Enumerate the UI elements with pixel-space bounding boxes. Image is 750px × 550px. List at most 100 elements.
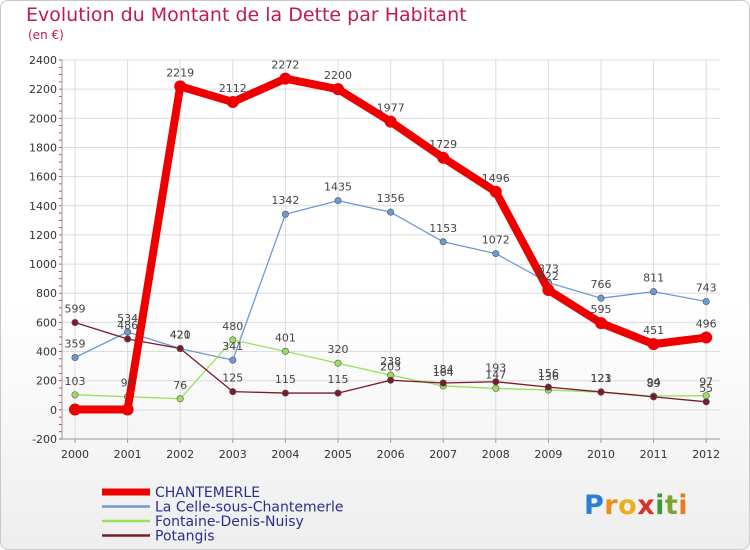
data-point [387, 376, 395, 384]
y-tick-label: 400 [36, 346, 57, 359]
data-point [334, 389, 342, 397]
data-point [281, 210, 289, 218]
data-point [542, 284, 555, 297]
data-point [226, 95, 239, 108]
data-point [700, 331, 713, 344]
data-label: 164 [433, 366, 454, 379]
x-tick-label: 2008 [482, 448, 510, 461]
x-tick-label: 2005 [324, 448, 352, 461]
data-point [176, 344, 184, 352]
y-tick-label: 800 [36, 287, 57, 300]
data-label: 123 [591, 372, 612, 385]
data-point [124, 335, 132, 343]
data-point [281, 389, 289, 397]
data-point [281, 347, 289, 355]
data-point [439, 238, 447, 246]
x-tick-label: 2007 [429, 448, 457, 461]
data-label: 320 [328, 343, 349, 356]
legend-label: Potangis [155, 529, 215, 545]
logo-letter: i [655, 490, 665, 521]
data-point [69, 403, 81, 416]
data-point [121, 403, 134, 416]
data-label: 766 [591, 278, 612, 291]
y-tick-label: 1000 [29, 258, 57, 271]
data-label: 89 [647, 377, 661, 390]
data-label: 115 [275, 373, 296, 386]
proxiti-logo: Proxiti [584, 490, 688, 521]
data-point [384, 115, 397, 128]
logo-letter: x [637, 490, 656, 521]
data-label: 2272 [271, 59, 299, 72]
data-label: 401 [275, 331, 296, 344]
data-label: 115 [328, 373, 349, 386]
data-label: 2219 [166, 66, 194, 79]
data-label: 534 [117, 312, 138, 325]
data-label: 811 [643, 272, 664, 285]
data-label: 156 [538, 367, 559, 380]
data-point [650, 288, 658, 296]
data-label: 193 [485, 362, 506, 375]
axes [59, 59, 720, 443]
data-point [279, 72, 292, 85]
x-tick-label: 2011 [640, 448, 668, 461]
legend-label: CHANTEMERLE [155, 485, 260, 501]
chart-title: Evolution du Montant de la Dette par Hab… [26, 4, 467, 26]
data-label: 480 [222, 320, 243, 333]
y-tick-label: 2000 [29, 112, 57, 125]
logo-letter: o [618, 490, 638, 521]
data-label: 1356 [377, 192, 405, 205]
data-point [489, 185, 502, 198]
y-tick-label: 1400 [29, 200, 57, 213]
data-label: 496 [696, 318, 717, 331]
data-label: 97 [699, 376, 713, 389]
data-label: 76 [173, 379, 187, 392]
y-tick-label: 200 [36, 375, 57, 388]
data-label: 203 [380, 360, 401, 373]
y-tick-label: 2400 [29, 54, 57, 67]
data-label: 1342 [271, 194, 299, 207]
data-point [702, 298, 710, 306]
data-label: 147 [485, 368, 506, 381]
data-label: 94 [647, 376, 661, 389]
data-label: 359 [65, 338, 86, 351]
data-point [492, 378, 500, 386]
data-point [544, 383, 552, 391]
data-label: 1729 [429, 138, 457, 151]
data-labels: 2219 2112 2272 2200 1977 1729 1496 822 595 451 496… [65, 59, 717, 395]
data-label: 121 [591, 372, 612, 385]
y-tick-label: 0 [50, 404, 57, 417]
data-label: 595 [591, 303, 612, 316]
data-point [229, 336, 237, 344]
data-point [702, 398, 710, 406]
legend-label: Fontaine-Denis-Nuisy [155, 514, 304, 530]
x-tick-label: 2012 [692, 448, 720, 461]
data-label: 1153 [429, 222, 457, 235]
data-point [595, 317, 607, 330]
x-tick-label: 2004 [271, 448, 299, 461]
y-tick-label: 1600 [29, 171, 57, 184]
data-point [492, 250, 500, 258]
data-point [229, 356, 237, 364]
data-label: 2200 [324, 69, 352, 82]
logo-letter: i [678, 490, 689, 521]
logo-letter: P [584, 490, 605, 521]
data-label: 238 [380, 355, 401, 368]
data-point [597, 294, 605, 302]
data-label: 341 [222, 340, 243, 353]
data-label: 743 [696, 282, 717, 295]
x-tick-label: 2000 [61, 448, 89, 461]
data-label: 1435 [324, 181, 352, 194]
data-label: 1496 [482, 172, 510, 185]
data-label: 136 [538, 370, 559, 383]
x-tick-label: 2010 [587, 448, 615, 461]
data-point [229, 388, 237, 396]
series-layer [69, 72, 713, 416]
data-point [332, 83, 344, 96]
data-label: 873 [538, 263, 559, 276]
data-label: 55 [699, 382, 713, 395]
legend-label: La Celle-sous-Chantemerle [155, 500, 343, 516]
x-tick-label: 2001 [114, 448, 142, 461]
data-point [334, 359, 342, 367]
